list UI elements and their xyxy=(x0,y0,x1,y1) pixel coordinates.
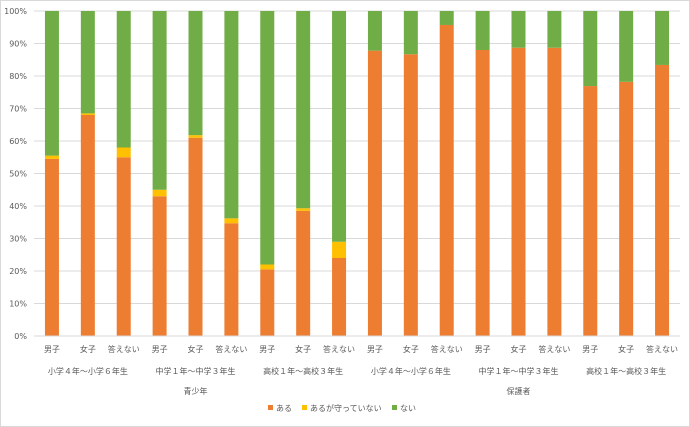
category-label: 女子 xyxy=(618,344,634,354)
subgroup-label: 小学４年～小学６年生 xyxy=(48,366,128,376)
category-label: 答えない xyxy=(431,344,463,354)
bar-segment-aru-mamottenai xyxy=(296,208,311,211)
bar-segment-aru xyxy=(655,64,670,336)
subgroup-label: 高校１年～高校３年生 xyxy=(586,366,666,376)
legend-label: あるが守っていない xyxy=(310,403,382,413)
bar-segment-aru-mamottenai xyxy=(224,218,239,224)
category-label: 女子 xyxy=(511,344,527,354)
bar-segment-aru xyxy=(332,258,347,336)
bar-segment-aru xyxy=(188,137,203,336)
category-label: 答えない xyxy=(323,344,355,354)
bar-segment-nai xyxy=(260,11,275,265)
subgroup-label: 高校１年～高校３年生 xyxy=(263,366,343,376)
bar-segment-aru xyxy=(403,54,418,336)
category-label: 答えない xyxy=(646,344,678,354)
bar-segment-nai xyxy=(619,11,634,82)
subgroup-label: 中学１年～中学３年生 xyxy=(479,366,559,376)
y-tick-label: 20% xyxy=(9,267,27,276)
bar-segment-nai xyxy=(116,11,131,148)
category-label: 答えない xyxy=(108,344,140,354)
bar-segment-aru-mamottenai xyxy=(260,264,275,270)
bar-segment-nai xyxy=(152,11,167,190)
category-label: 女子 xyxy=(80,344,96,354)
bar-segment-nai xyxy=(475,11,490,50)
y-tick-label: 100% xyxy=(4,7,27,16)
legend-swatch xyxy=(268,405,273,410)
group-label: 保護者 xyxy=(507,386,531,396)
category-label: 女子 xyxy=(188,344,204,354)
bar-segment-aru xyxy=(116,157,131,336)
category-label: 女子 xyxy=(295,344,311,354)
category-label: 男子 xyxy=(582,345,598,354)
bar-segment-nai xyxy=(583,11,598,87)
bar-segment-aru xyxy=(296,210,311,336)
category-label: 男子 xyxy=(152,345,168,354)
bar-segment-aru xyxy=(44,158,59,336)
subgroup-label: 小学４年～小学６年生 xyxy=(371,366,451,376)
group-label: 青少年 xyxy=(184,386,208,396)
bar-segment-nai xyxy=(44,11,59,156)
bar-segment-aru-mamottenai xyxy=(44,155,59,159)
bar-segment-nai xyxy=(188,11,203,136)
bar-segment-aru xyxy=(583,86,598,336)
legend-label: ある xyxy=(276,404,292,413)
legend-swatch xyxy=(392,405,397,410)
bar-segment-aru xyxy=(260,269,275,336)
bar-segment-nai xyxy=(403,11,418,55)
y-tick-label: 90% xyxy=(9,40,27,49)
bar-segment-aru-mamottenai xyxy=(332,241,347,258)
category-label: 女子 xyxy=(403,344,419,354)
category-label: 男子 xyxy=(44,345,60,354)
bar-segment-aru-mamottenai xyxy=(80,113,95,115)
bar-segment-nai xyxy=(439,11,454,25)
bar-segment-aru xyxy=(547,47,562,336)
legend-swatch xyxy=(302,405,307,410)
subgroup-label: 中学１年～中学３年生 xyxy=(156,366,236,376)
y-tick-label: 0% xyxy=(14,332,27,341)
bar-segment-nai xyxy=(224,11,239,219)
y-tick-label: 70% xyxy=(9,105,27,114)
y-tick-label: 40% xyxy=(9,202,27,211)
y-tick-label: 30% xyxy=(9,235,27,244)
category-label: 男子 xyxy=(259,345,275,354)
category-label: 答えない xyxy=(538,344,570,354)
bar-segment-aru xyxy=(619,81,634,336)
bar-segment-aru xyxy=(367,50,382,337)
category-label: 男子 xyxy=(367,345,383,354)
bar-segment-nai xyxy=(511,11,526,48)
bar-segment-nai xyxy=(547,11,562,48)
bar-segment-aru-mamottenai xyxy=(188,135,203,138)
bar-segment-nai xyxy=(296,11,311,209)
y-tick-label: 10% xyxy=(9,300,27,309)
bar-segment-aru xyxy=(152,196,167,336)
bar-segment-aru-mamottenai xyxy=(116,147,131,158)
y-tick-label: 50% xyxy=(9,170,27,179)
category-label: 男子 xyxy=(475,345,491,354)
legend-label: ない xyxy=(400,404,416,413)
bar-segment-aru xyxy=(439,24,454,336)
bar-segment-aru-mamottenai xyxy=(152,189,167,197)
bar-segment-aru xyxy=(475,50,490,336)
y-tick-label: 80% xyxy=(9,72,27,81)
category-label: 答えない xyxy=(215,344,247,354)
bar-segment-aru xyxy=(80,115,95,336)
bar-segment-nai xyxy=(655,11,670,65)
bar-segment-nai xyxy=(80,11,95,114)
y-tick-label: 60% xyxy=(9,137,27,146)
bar-segment-aru xyxy=(224,223,239,336)
bar-segment-nai xyxy=(332,11,347,242)
bar-segment-nai xyxy=(367,11,382,51)
bar-segment-aru xyxy=(511,47,526,336)
